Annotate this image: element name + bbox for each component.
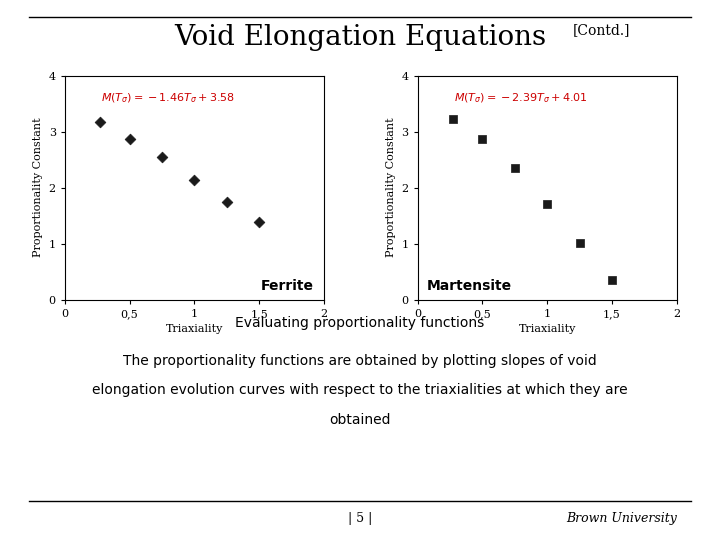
- Point: [124, 134, 135, 143]
- Text: | 5 |: | 5 |: [348, 512, 372, 525]
- Y-axis label: Proportionality Constant: Proportionality Constant: [33, 118, 43, 258]
- Point: [509, 164, 521, 172]
- Point: [156, 152, 168, 161]
- X-axis label: Triaxiality: Triaxiality: [518, 325, 576, 334]
- Point: [253, 218, 265, 227]
- Text: Ferrite: Ferrite: [261, 279, 314, 293]
- Text: Void Elongation Equations: Void Elongation Equations: [174, 24, 546, 51]
- Text: Evaluating proportionality functions: Evaluating proportionality functions: [235, 316, 485, 330]
- Y-axis label: Proportionality Constant: Proportionality Constant: [386, 118, 396, 258]
- Point: [606, 276, 618, 285]
- Text: $M(T_{\sigma}) = -2.39T_{\sigma} + 4.01$: $M(T_{\sigma}) = -2.39T_{\sigma} + 4.01$: [454, 91, 588, 105]
- Text: obtained: obtained: [329, 413, 391, 427]
- Point: [477, 134, 488, 143]
- Point: [447, 115, 459, 124]
- Point: [94, 118, 106, 126]
- Point: [221, 197, 233, 206]
- Point: [189, 176, 200, 185]
- Text: [Contd.]: [Contd.]: [572, 23, 630, 37]
- Text: elongation evolution curves with respect to the triaxialities at which they are: elongation evolution curves with respect…: [92, 383, 628, 397]
- Point: [574, 238, 585, 247]
- Point: [541, 200, 553, 209]
- Text: Martensite: Martensite: [427, 279, 512, 293]
- X-axis label: Triaxiality: Triaxiality: [166, 325, 223, 334]
- Text: The proportionality functions are obtained by plotting slopes of void: The proportionality functions are obtain…: [123, 354, 597, 368]
- Text: $M(T_{\sigma}) = -1.46T_{\sigma} + 3.58$: $M(T_{\sigma}) = -1.46T_{\sigma} + 3.58$: [101, 91, 235, 105]
- Text: Brown University: Brown University: [566, 512, 677, 525]
